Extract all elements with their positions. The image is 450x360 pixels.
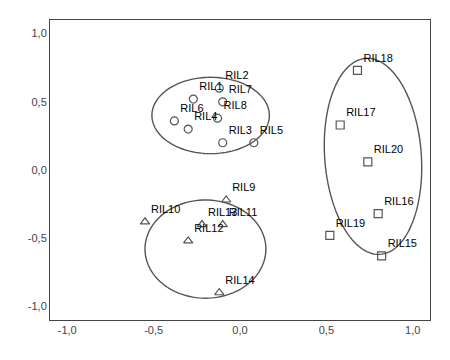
svg-text:RIL19: RIL19 <box>336 217 365 229</box>
svg-text:1,0: 1,0 <box>32 27 47 39</box>
svg-text:1,0: 1,0 <box>405 324 420 336</box>
svg-text:0,5: 0,5 <box>319 324 334 336</box>
svg-text:-0,5: -0,5 <box>28 232 47 244</box>
svg-text:RIL1: RIL1 <box>199 80 222 92</box>
svg-text:0,0: 0,0 <box>32 164 47 176</box>
svg-text:-0,5: -0,5 <box>144 324 163 336</box>
svg-text:-1,0: -1,0 <box>58 324 77 336</box>
svg-text:RIL7: RIL7 <box>229 83 252 95</box>
svg-text:-1,0: -1,0 <box>28 300 47 312</box>
svg-text:RIL11: RIL11 <box>229 206 258 218</box>
svg-text:RIL10: RIL10 <box>151 203 180 215</box>
svg-text:0,5: 0,5 <box>32 96 47 108</box>
svg-text:RIL17: RIL17 <box>346 106 375 118</box>
svg-text:RIL16: RIL16 <box>384 195 413 207</box>
svg-text:RIL2: RIL2 <box>225 69 248 81</box>
svg-text:RIL8: RIL8 <box>224 99 247 111</box>
svg-text:RIL9: RIL9 <box>232 181 255 193</box>
svg-text:RIL6: RIL6 <box>180 102 203 114</box>
svg-text:RIL15: RIL15 <box>388 237 417 249</box>
svg-text:RIL12: RIL12 <box>194 222 223 234</box>
svg-text:RIL18: RIL18 <box>363 52 392 64</box>
svg-text:RIL13: RIL13 <box>208 206 237 218</box>
svg-text:RIL14: RIL14 <box>225 274 254 286</box>
svg-text:RIL20: RIL20 <box>374 143 403 155</box>
svg-text:RIL4: RIL4 <box>194 110 217 122</box>
svg-text:0,0: 0,0 <box>232 324 247 336</box>
svg-text:RIL3: RIL3 <box>229 124 252 136</box>
svg-text:RIL5: RIL5 <box>260 124 283 136</box>
